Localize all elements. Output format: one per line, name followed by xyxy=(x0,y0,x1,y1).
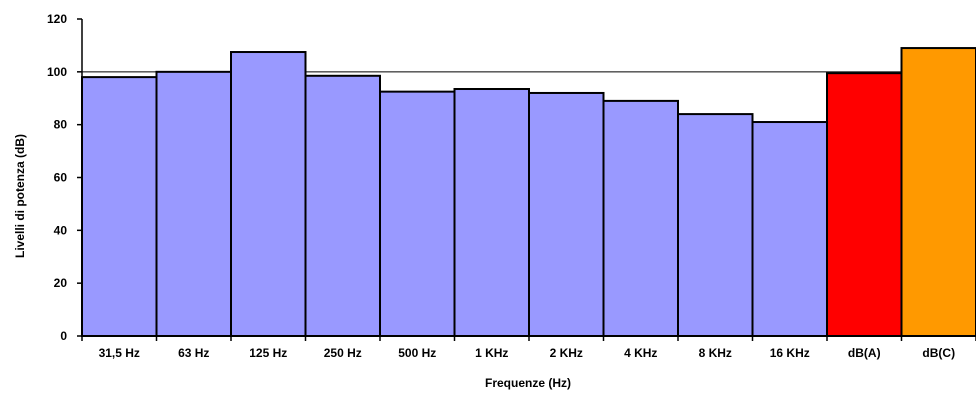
y-tick-label-20: 20 xyxy=(54,276,68,290)
y-tick-label-40: 40 xyxy=(54,223,68,237)
x-tick-label-10: dB(A) xyxy=(848,346,881,360)
bar-9 xyxy=(753,122,828,336)
y-tick-label-60: 60 xyxy=(54,171,68,185)
x-tick-label-6: 2 KHz xyxy=(550,346,583,360)
y-tick-label-0: 0 xyxy=(60,329,67,343)
x-axis-title: Frequenze (Hz) xyxy=(485,376,571,390)
bar-1 xyxy=(157,72,232,336)
bar-5 xyxy=(455,89,530,336)
x-tick-label-7: 4 KHz xyxy=(624,346,657,360)
bar-6 xyxy=(529,93,604,336)
x-tick-label-2: 125 Hz xyxy=(249,346,287,360)
x-tick-label-11: dB(C) xyxy=(922,346,955,360)
x-tick-label-4: 500 Hz xyxy=(398,346,436,360)
bar-11 xyxy=(902,48,976,336)
x-tick-label-1: 63 Hz xyxy=(178,346,209,360)
x-tick-label-9: 16 KHz xyxy=(770,346,810,360)
bar-2 xyxy=(231,52,306,336)
bar-10 xyxy=(827,73,902,336)
x-tick-label-3: 250 Hz xyxy=(324,346,362,360)
bar-3 xyxy=(306,76,381,336)
bar-4 xyxy=(380,92,455,336)
y-tick-label-120: 120 xyxy=(47,12,67,26)
x-tick-label-0: 31,5 Hz xyxy=(99,346,140,360)
bars-layer xyxy=(82,48,976,336)
y-tick-label-80: 80 xyxy=(54,118,68,132)
bar-0 xyxy=(82,77,157,336)
x-tick-label-5: 1 KHz xyxy=(475,346,508,360)
bar-8 xyxy=(678,114,753,336)
y-tick-label-100: 100 xyxy=(47,65,67,79)
bar-7 xyxy=(604,101,679,336)
y-axis-title: Livelli di potenza (dB) xyxy=(13,134,27,258)
x-tick-label-8: 8 KHz xyxy=(699,346,732,360)
